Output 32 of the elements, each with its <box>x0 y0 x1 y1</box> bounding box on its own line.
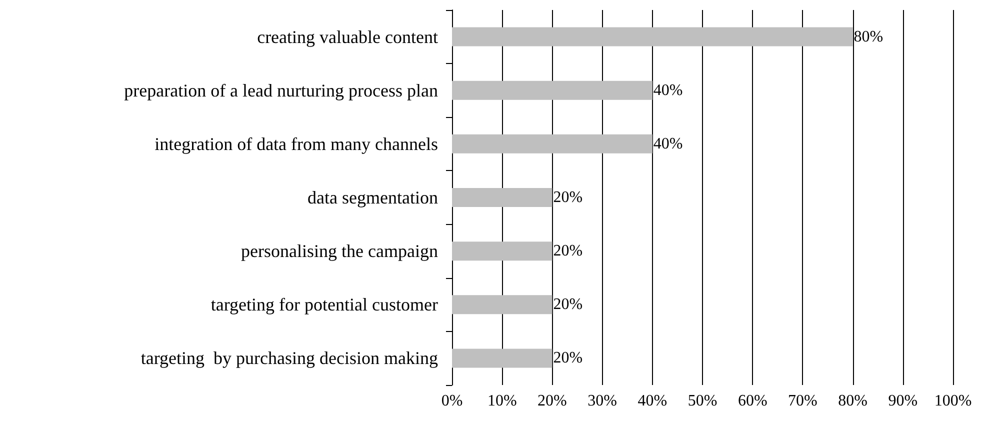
data-label: 20% <box>553 350 583 367</box>
bar <box>452 242 552 261</box>
x-tick-label: 0% <box>441 392 463 410</box>
bar <box>452 188 552 207</box>
x-tick-label: 30% <box>588 392 617 410</box>
y-tick-label: targeting for potential customer <box>210 294 438 315</box>
x-tick-label: 20% <box>538 392 567 410</box>
bar <box>452 134 652 154</box>
bar <box>452 27 853 46</box>
x-tick-label: 60% <box>738 392 768 410</box>
bar <box>452 348 552 368</box>
data-label: 20% <box>553 242 583 260</box>
data-label: 40% <box>653 82 683 99</box>
data-label: 40% <box>653 135 683 152</box>
y-tick-label: data segmentation <box>308 188 438 208</box>
x-tick-label: 100% <box>934 392 972 410</box>
x-tick-label: 10% <box>487 392 517 410</box>
x-tick-label: 70% <box>788 392 818 410</box>
y-tick-label: personalising the campaign <box>241 241 438 262</box>
data-label: 20% <box>553 296 583 314</box>
x-tick-label: 50% <box>688 392 718 410</box>
x-tick-label: 40% <box>638 392 668 410</box>
bar <box>452 295 552 314</box>
bar <box>452 80 652 100</box>
data-label: 80% <box>854 28 884 46</box>
x-tick-label: 80% <box>838 392 868 410</box>
y-tick-label: creating valuable content <box>257 26 438 47</box>
y-tick-label: integration of data from many channels <box>154 134 438 154</box>
y-tick-label: preparation of a lead nurturing process plan <box>124 80 438 100</box>
y-tick-label: targeting by purchasing decision making <box>140 348 438 368</box>
data-label: 20% <box>553 189 583 206</box>
x-tick-label: 90% <box>888 392 918 410</box>
